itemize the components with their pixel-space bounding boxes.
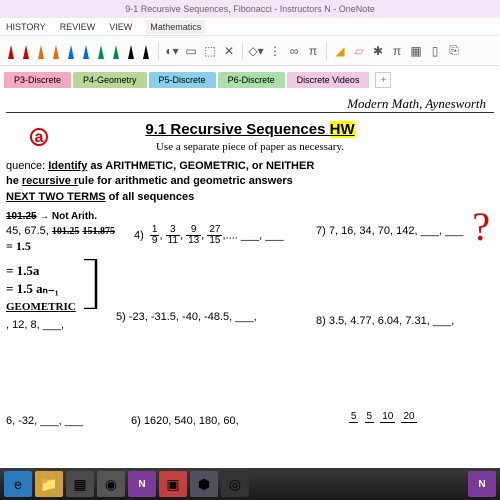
problem-7: 7) 7, 16, 34, 70, 142, ___, ___ <box>316 225 463 237</box>
pen-blue-1[interactable] <box>64 41 78 61</box>
color-dropdown-icon[interactable]: ◐▾ <box>164 43 180 59</box>
pen-red-2[interactable] <box>19 41 33 61</box>
page-icon[interactable]: ▯ <box>427 43 443 59</box>
toolbar-divider <box>326 42 327 60</box>
menu-view[interactable]: VIEW <box>109 22 132 32</box>
window-title: 9-1 Recursive Sequences, Fibonacci - Ins… <box>125 4 375 14</box>
eraser-icon[interactable]: ▭ <box>183 43 199 59</box>
windows-taskbar: e 📁 ▦ ◉ N ▣ ⬢ ◎ N <box>0 468 500 500</box>
infinity-icon[interactable]: ∞ <box>286 43 302 59</box>
problem-3: 6, -32, ___, ___ <box>6 415 83 427</box>
eraser2-icon[interactable]: ▱ <box>351 43 367 59</box>
lasso-icon[interactable]: ✕ <box>221 43 237 59</box>
taskbar-app2-icon[interactable]: ▣ <box>159 471 187 497</box>
copy-icon[interactable]: ⎘ <box>446 43 462 59</box>
tab-discrete-videos[interactable]: Discrete Videos <box>287 72 370 88</box>
taskbar-ie-icon[interactable]: e <box>4 471 32 497</box>
pen-palette <box>4 41 153 61</box>
tab-p5-discrete[interactable]: P5-Discrete <box>149 72 216 88</box>
subtitle: Use a separate piece of paper as necessa… <box>6 141 494 153</box>
pen-red-1[interactable] <box>4 41 18 61</box>
problem-9: 9) 5 5 10 20 <box>336 411 417 423</box>
grid-icon[interactable]: ▦ <box>408 43 424 59</box>
annotation-not-arith: 101.25 → Not Arith. <box>6 211 97 222</box>
add-tab-button[interactable]: + <box>375 72 391 88</box>
pi-icon[interactable]: π <box>305 43 321 59</box>
drawing-toolbar: ◐▾ ▭ ⬚ ✕ ◇▾ ⋮ ∞ π ◢ ▱ ✱ π ▦ ▯ ⎘ <box>0 36 500 66</box>
problem-5: 5) -23, -31.5, -40, -48.5, ___, <box>116 311 257 323</box>
page-title: 9.1 Recursive Sequences HW <box>6 121 494 139</box>
pen-green-2[interactable] <box>109 41 123 61</box>
tab-p6-discrete[interactable]: P6-Discrete <box>218 72 285 88</box>
asterisk-icon[interactable]: ✱ <box>370 43 386 59</box>
annotation-eq2: = 1.5 aₙ₋₁ <box>6 281 59 297</box>
annotation-bracket <box>84 259 104 309</box>
shapes-icon[interactable]: ◇▾ <box>248 43 264 59</box>
menu-history[interactable]: HISTORY <box>6 22 46 32</box>
taskbar-app3-icon[interactable]: ⬢ <box>190 471 218 497</box>
problem-2: , 12, 8, ___, <box>6 319 64 331</box>
pi2-icon[interactable]: π <box>389 43 405 59</box>
problem-8: 8) 3.5, 4.77, 6.04, 7.31, ___, <box>316 315 454 327</box>
section-tabs: P3-Discrete P4-Geometry P5-Discrete P6-D… <box>0 66 500 88</box>
tab-p3-discrete[interactable]: P3-Discrete <box>4 72 71 88</box>
course-header: Modern Math, Aynesworth <box>6 96 494 113</box>
title-text: 9.1 Recursive Sequences <box>145 121 329 138</box>
instructions: quence: Identify as ARITHMETIC, GEOMETRI… <box>6 159 494 205</box>
pen-orange-2[interactable] <box>49 41 63 61</box>
taskbar-app1-icon[interactable]: ▦ <box>66 471 94 497</box>
window-title-bar: 9-1 Recursive Sequences, Fibonacci - Ins… <box>0 0 500 18</box>
taskbar-onenote2-icon[interactable]: N <box>468 471 496 497</box>
taskbar-onenote-icon[interactable]: N <box>128 471 156 497</box>
pen-black-1[interactable] <box>124 41 138 61</box>
pen-blue-2[interactable] <box>79 41 93 61</box>
tab-p4-geometry[interactable]: P4-Geometry <box>73 72 147 88</box>
taskbar-app4-icon[interactable]: ◎ <box>221 471 249 497</box>
annotation-ratio: = 1.5 <box>6 239 31 254</box>
annotation-eq1: = 1.5a <box>6 263 39 279</box>
problem-1: 45, 67.5, 101.25 151.875 <box>6 225 115 237</box>
pen-green-1[interactable] <box>94 41 108 61</box>
pen-orange-1[interactable] <box>34 41 48 61</box>
select-icon[interactable]: ⬚ <box>202 43 218 59</box>
taskbar-chrome-icon[interactable]: ◉ <box>97 471 125 497</box>
ribbon-menu: HISTORY REVIEW VIEW Mathematics <box>0 18 500 36</box>
highlighter-icon[interactable]: ◢ <box>332 43 348 59</box>
problem-6: 6) 1620, 540, 180, 60, <box>131 415 239 427</box>
taskbar-explorer-icon[interactable]: 📁 <box>35 471 63 497</box>
annotation-geometric: GEOMETRIC <box>6 301 76 313</box>
menu-mathematics[interactable]: Mathematics <box>146 20 205 34</box>
menu-review[interactable]: REVIEW <box>60 22 96 32</box>
dots-icon[interactable]: ⋮ <box>267 43 283 59</box>
toolbar-divider <box>242 42 243 60</box>
toolbar-divider <box>158 42 159 60</box>
problem-4: 4) 19, 311, 913, 2715,.... ___, ___ <box>134 225 284 246</box>
annotation-question-mark: ? <box>472 203 490 250</box>
title-hw: HW <box>330 121 355 138</box>
pen-black-2[interactable] <box>139 41 153 61</box>
page-content: Modern Math, Aynesworth 9.1 Recursive Se… <box>0 88 500 468</box>
